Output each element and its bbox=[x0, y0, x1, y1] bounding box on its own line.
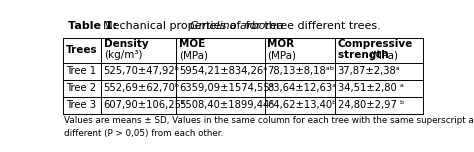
Text: Mechanical properties of: Mechanical properties of bbox=[96, 21, 244, 31]
Text: 64,62±13,40ᵇ: 64,62±13,40ᵇ bbox=[267, 100, 337, 110]
Text: 34,51±2,80 ᵃ: 34,51±2,80 ᵃ bbox=[337, 83, 403, 93]
Text: (kg/m³): (kg/m³) bbox=[104, 50, 142, 60]
Text: (MPa): (MPa) bbox=[369, 50, 398, 60]
Text: Tree 2: Tree 2 bbox=[66, 83, 96, 93]
Text: Tree 3: Tree 3 bbox=[66, 100, 96, 110]
Text: 37,87±2,38ᵃ: 37,87±2,38ᵃ bbox=[337, 66, 401, 76]
Text: (MPa): (MPa) bbox=[179, 50, 208, 60]
Text: Values are means ± SD, Values in the same column for each tree with the same sup: Values are means ± SD, Values in the sam… bbox=[64, 116, 474, 125]
Text: (MPa): (MPa) bbox=[267, 50, 296, 60]
Text: 5508,40±1899,44ᵃ: 5508,40±1899,44ᵃ bbox=[179, 100, 273, 110]
Text: strength: strength bbox=[337, 50, 392, 60]
Text: Gmelina arborea: Gmelina arborea bbox=[190, 21, 284, 31]
Text: Compressive: Compressive bbox=[337, 39, 413, 49]
Text: 552,69±62,70ᵇ: 552,69±62,70ᵇ bbox=[104, 83, 180, 93]
Text: 83,64±12,63ᵃ: 83,64±12,63ᵃ bbox=[267, 83, 337, 93]
Text: 24,80±2,97 ᵇ: 24,80±2,97 ᵇ bbox=[337, 100, 404, 110]
Text: 607,90±106,25ᵃ: 607,90±106,25ᵃ bbox=[104, 100, 186, 110]
Text: different (P > 0,05) from each other.: different (P > 0,05) from each other. bbox=[64, 129, 223, 138]
Text: Trees: Trees bbox=[66, 45, 98, 55]
Text: 5954,21±834,26ᵃ: 5954,21±834,26ᵃ bbox=[179, 66, 267, 76]
Text: Tree 1: Tree 1 bbox=[66, 66, 96, 76]
Text: 78,13±8,18ᵃᵇ: 78,13±8,18ᵃᵇ bbox=[267, 66, 335, 76]
Text: for three different trees.: for three different trees. bbox=[242, 21, 381, 31]
Text: 6359,09±1574,55ᵃ: 6359,09±1574,55ᵃ bbox=[179, 83, 274, 93]
Text: Density: Density bbox=[104, 39, 148, 49]
Text: MOR: MOR bbox=[267, 39, 294, 49]
Text: Table 1:: Table 1: bbox=[68, 21, 118, 31]
Text: MOE: MOE bbox=[179, 39, 206, 49]
Text: 525,70±47,92ᵇ: 525,70±47,92ᵇ bbox=[104, 66, 180, 76]
